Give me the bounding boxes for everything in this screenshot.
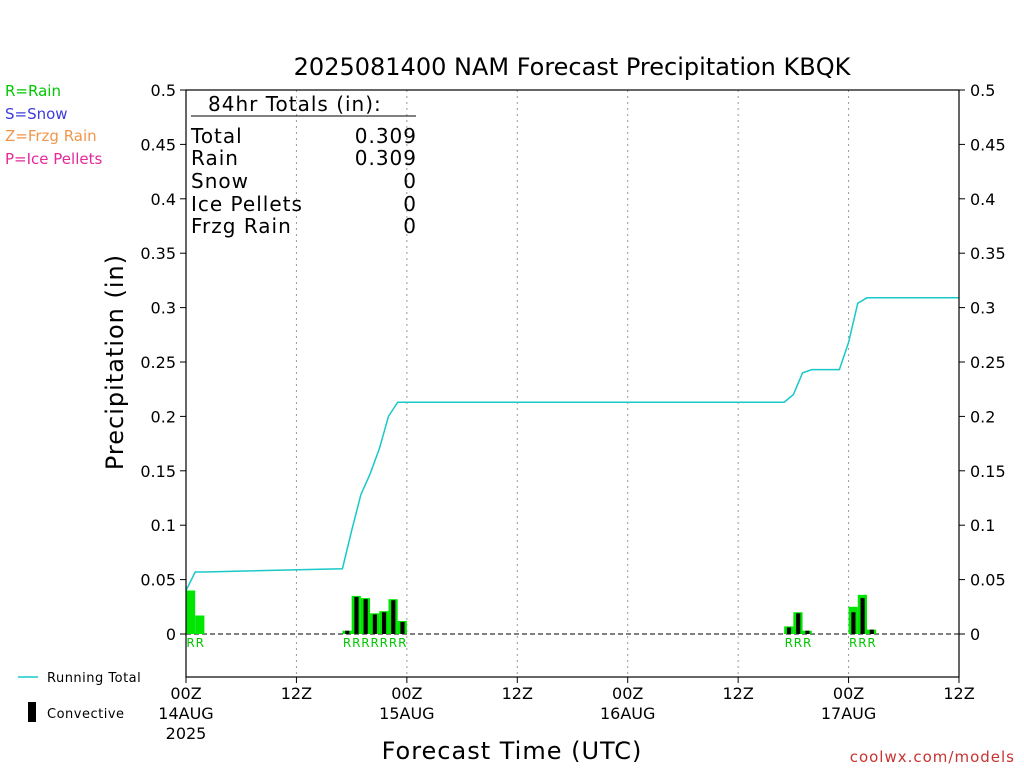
x-tick-date-0: 14AUG <box>158 704 213 723</box>
y-tick-label-right-1: 0.45 <box>970 135 1006 154</box>
totals-rain-value: 0.309 <box>355 146 417 170</box>
y-tick-label-left-6: 0.2 <box>151 407 176 426</box>
x-tick-label-3: 12Z <box>502 684 533 703</box>
type-label-6: R <box>380 636 388 650</box>
x-tick-year-0: 2025 <box>166 724 207 743</box>
y-tick-label-left-2: 0.4 <box>151 190 176 209</box>
x-tick-label-0: 00Z <box>170 684 201 703</box>
running-total-line <box>185 297 959 591</box>
x-tick-date-6: 17AUG <box>821 704 876 723</box>
convective-legend-label: Convective <box>47 707 125 722</box>
totals-heading: 84hr Totals (in): <box>208 92 382 116</box>
type-label-14: R <box>867 636 875 650</box>
type-label-12: R <box>849 636 857 650</box>
type-label-13: R <box>858 636 866 650</box>
type-label-8: R <box>398 636 406 650</box>
rain-bar-0 <box>186 590 196 634</box>
convective-bar-8 <box>400 622 405 634</box>
type-label-10: R <box>794 636 802 650</box>
y-tick-label-left-10: 0 <box>166 625 176 644</box>
type-label-7: R <box>389 636 397 650</box>
y-axis-right: 0.5 0.45 0.4 0.35 0.3 0.25 0.2 0.15 0.1 0.05 0 <box>959 81 1006 644</box>
y-tick-label-left-1: 0.45 <box>140 135 176 154</box>
y-tick-label-left-0: 0.5 <box>151 81 176 100</box>
convective-bar-9 <box>786 627 792 634</box>
totals-snow-label: Snow <box>191 169 249 193</box>
x-tick-label-2: 00Z <box>391 684 422 703</box>
legend-rain: R=Rain <box>5 82 61 100</box>
vertical-gridlines <box>295 90 850 677</box>
totals-ice-pellets-label: Ice Pellets <box>191 192 303 216</box>
y-tick-label-left-5: 0.25 <box>140 353 176 372</box>
type-label-0: R <box>186 636 194 650</box>
y-tick-label-right-0: 0.5 <box>970 81 995 100</box>
totals-total-label: Total <box>190 124 243 148</box>
convective-bar-14 <box>869 629 874 634</box>
y-tick-label-left-4: 0.3 <box>151 299 176 318</box>
convective-bar-3 <box>354 597 359 634</box>
totals-frzg-rain-value: 0 <box>403 214 417 238</box>
legend-snow: S=Snow <box>5 105 68 123</box>
y-tick-label-right-6: 0.2 <box>970 407 995 426</box>
chart-title: 2025081400 NAM Forecast Precipitation KB… <box>294 53 852 81</box>
x-tick-label-1: 12Z <box>281 684 312 703</box>
precipitation-bars <box>186 590 877 634</box>
y-tick-label-right-5: 0.25 <box>970 353 1006 372</box>
running-total-legend-label: Running Total <box>47 671 141 686</box>
type-label-4: R <box>361 636 369 650</box>
y-tick-label-right-10: 0 <box>970 625 980 644</box>
x-axis-label: Forecast Time (UTC) <box>382 737 643 765</box>
x-tick-label-4: 00Z <box>612 684 643 703</box>
x-tick-label-5: 12Z <box>722 684 753 703</box>
x-tick-date-4: 16AUG <box>600 704 655 723</box>
series-legend: Running Total Convective <box>18 671 141 722</box>
y-tick-label-right-3: 0.35 <box>970 244 1006 263</box>
legend-frzg-rain: Z=Frzg Rain <box>5 127 97 145</box>
convective-bar-12 <box>851 612 856 634</box>
x-tick-label-6: 00Z <box>833 684 864 703</box>
legend-ice-pellets: P=Ice Pellets <box>5 150 102 168</box>
totals-box: 84hr Totals (in): Total 0.309 Rain 0.309… <box>190 92 417 238</box>
type-label-1: R <box>196 636 204 650</box>
convective-bar-13 <box>860 598 865 634</box>
type-label-3: R <box>352 636 360 650</box>
convective-bar-4 <box>363 599 368 634</box>
convective-bar-7 <box>391 600 396 634</box>
y-tick-label-left-9: 0.05 <box>140 571 176 590</box>
type-label-11: R <box>803 636 811 650</box>
y-tick-label-right-2: 0.4 <box>970 190 995 209</box>
convective-bar-6 <box>382 612 387 634</box>
y-axis-left: 0.5 0.45 0.4 0.35 0.3 0.25 0.2 0.15 0.1 0.05 0 <box>140 81 186 644</box>
rain-bar-1 <box>195 615 205 634</box>
convective-swatch <box>28 702 36 722</box>
convective-bar-11 <box>805 630 810 634</box>
y-tick-label-left-7: 0.15 <box>140 462 176 481</box>
convective-bar-2 <box>345 630 350 634</box>
plot-frame <box>185 89 960 678</box>
totals-ice-pellets-value: 0 <box>403 192 417 216</box>
type-label-2: R <box>343 636 351 650</box>
y-tick-label-right-7: 0.15 <box>970 462 1006 481</box>
x-tick-date-2: 15AUG <box>379 704 434 723</box>
totals-snow-value: 0 <box>403 169 417 193</box>
convective-bar-5 <box>372 614 377 634</box>
y-tick-label-right-9: 0.05 <box>970 571 1006 590</box>
y-tick-label-right-4: 0.3 <box>970 299 995 318</box>
credit-text: coolwx.com/models <box>850 748 1015 766</box>
totals-total-value: 0.309 <box>355 124 417 148</box>
precip-type-legend: R=Rain S=Snow Z=Frzg Rain P=Ice Pellets <box>5 82 102 168</box>
y-axis-label: Precipitation (in) <box>101 254 129 470</box>
totals-rain-label: Rain <box>191 146 239 170</box>
convective-bar-10 <box>796 613 801 634</box>
y-tick-label-left-3: 0.35 <box>140 244 176 263</box>
type-label-9: R <box>785 636 793 650</box>
y-tick-label-left-8: 0.1 <box>151 516 176 535</box>
x-tick-label-7: 12Z <box>943 684 974 703</box>
y-tick-label-right-8: 0.1 <box>970 516 995 535</box>
type-label-5: R <box>370 636 378 650</box>
totals-frzg-rain-label: Frzg Rain <box>191 214 292 238</box>
